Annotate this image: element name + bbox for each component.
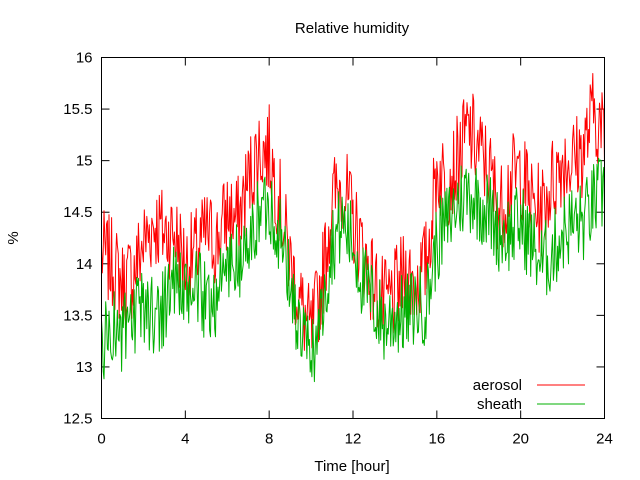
plot-frame	[101, 57, 605, 419]
y-tick-label: 15.5	[63, 101, 92, 118]
y-tick-label: 16	[76, 50, 93, 67]
series-line-aerosol	[101, 73, 605, 351]
y-tick-label: 14	[76, 256, 93, 273]
chart-title: Relative humidity	[295, 20, 410, 37]
y-axis-label: %	[5, 231, 22, 244]
y-tick-label: 13.5	[63, 307, 92, 324]
x-tick-label: 24	[596, 431, 613, 448]
x-tick-label: 0	[97, 431, 105, 448]
x-tick-label: 8	[265, 431, 273, 448]
legend-label-sheath: sheath	[477, 396, 522, 413]
y-tick-label: 12.5	[63, 411, 92, 428]
x-tick-label: 16	[428, 431, 445, 448]
x-tick-label: 20	[512, 431, 529, 448]
y-tick-label: 15	[76, 153, 93, 170]
series-line-sheath	[101, 157, 605, 383]
legend: aerosol sheath	[473, 377, 585, 413]
y-tick-label: 13	[76, 359, 93, 376]
x-tick-label: 4	[181, 431, 189, 448]
axis-ticks: 12.5 13 13.5 14 14.5 15 15.5 16 0 4 8 12 16 20 24	[63, 50, 613, 448]
x-tick-label: 12	[345, 431, 362, 448]
series-lines	[101, 73, 605, 383]
legend-label-aerosol: aerosol	[473, 377, 522, 394]
y-tick-label: 14.5	[63, 204, 92, 221]
x-axis-label: Time [hour]	[314, 458, 389, 475]
